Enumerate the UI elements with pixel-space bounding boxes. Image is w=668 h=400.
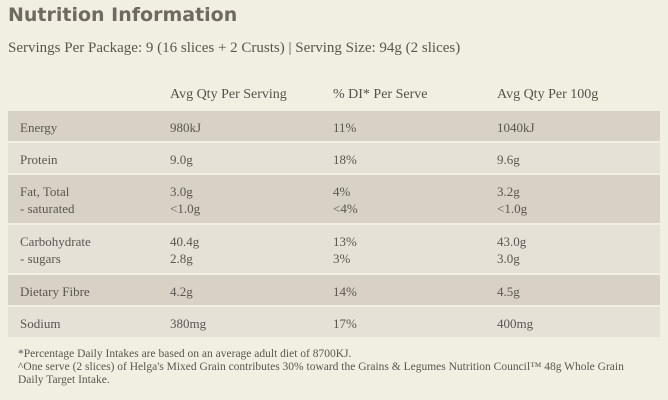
footnote-whole-grain-cont: Daily Target Intake. bbox=[18, 374, 110, 386]
footnotes: *Percentage Daily Intakes are based on a… bbox=[18, 348, 663, 387]
row-serving-value: 40.4g 2.8g bbox=[170, 234, 200, 266]
row-per100-value: 3.2g <1.0g bbox=[497, 184, 528, 216]
row-label: Energy bbox=[20, 120, 58, 135]
row-per100-value: 1040kJ bbox=[497, 120, 535, 135]
row-serving-value: 3.0g <1.0g bbox=[170, 184, 201, 216]
row-label: Fat, Total - saturated bbox=[20, 184, 75, 216]
table-row-dietary-fibre: Dietary Fibre 4.2g 14% 4.5g bbox=[8, 275, 660, 307]
row-label: Protein bbox=[20, 152, 58, 167]
row-label: Dietary Fibre bbox=[20, 284, 90, 299]
table-row-sodium: Sodium 380mg 17% 400mg bbox=[8, 307, 660, 339]
row-serving-value: 980kJ bbox=[170, 120, 202, 135]
row-per100-value: 4.5g bbox=[497, 284, 520, 299]
row-di-value: 18% bbox=[333, 152, 357, 167]
footnote-whole-grain: ^One serve (2 slices) of Helga's Mixed G… bbox=[18, 361, 624, 373]
row-per100-value: 400mg bbox=[497, 316, 534, 331]
header-avg-qty-per-serving: Avg Qty Per Serving bbox=[170, 87, 287, 102]
row-serving-value: 9.0g bbox=[170, 152, 193, 167]
row-di-value: 4% <4% bbox=[333, 184, 358, 216]
nutrition-table: Avg Qty Per Serving % DI* Per Serve Avg … bbox=[8, 81, 660, 339]
row-di-value: 11% bbox=[333, 120, 357, 135]
servings-info: Servings Per Package: 9 (16 slices + 2 C… bbox=[8, 40, 461, 56]
row-di-value: 14% bbox=[333, 284, 357, 299]
row-di-value: 13% 3% bbox=[333, 234, 357, 266]
table-row-energy: Energy 980kJ 11% 1040kJ bbox=[8, 111, 660, 143]
row-per100-value: 9.6g bbox=[497, 152, 520, 167]
footnote-di: *Percentage Daily Intakes are based on a… bbox=[18, 348, 352, 360]
header-di-per-serve: % DI* Per Serve bbox=[333, 87, 428, 102]
table-row-fat: Fat, Total - saturated 3.0g <1.0g 4% <4% 3.… bbox=[8, 175, 660, 225]
row-di-value: 17% bbox=[333, 316, 357, 331]
row-per100-value: 43.0g 3.0g bbox=[497, 234, 527, 266]
row-label: Sodium bbox=[20, 316, 61, 331]
table-row-protein: Protein 9.0g 18% 9.6g bbox=[8, 143, 660, 175]
page-title: Nutrition Information bbox=[8, 4, 238, 26]
header-avg-qty-per-100g: Avg Qty Per 100g bbox=[497, 87, 599, 102]
row-serving-value: 380mg bbox=[170, 316, 207, 331]
table-header: Avg Qty Per Serving % DI* Per Serve Avg … bbox=[8, 81, 660, 111]
row-label: Carbohydrate - sugars bbox=[20, 234, 91, 266]
row-serving-value: 4.2g bbox=[170, 284, 193, 299]
table-row-carbohydrate: Carbohydrate - sugars 40.4g 2.8g 13% 3% 43.… bbox=[8, 225, 660, 275]
